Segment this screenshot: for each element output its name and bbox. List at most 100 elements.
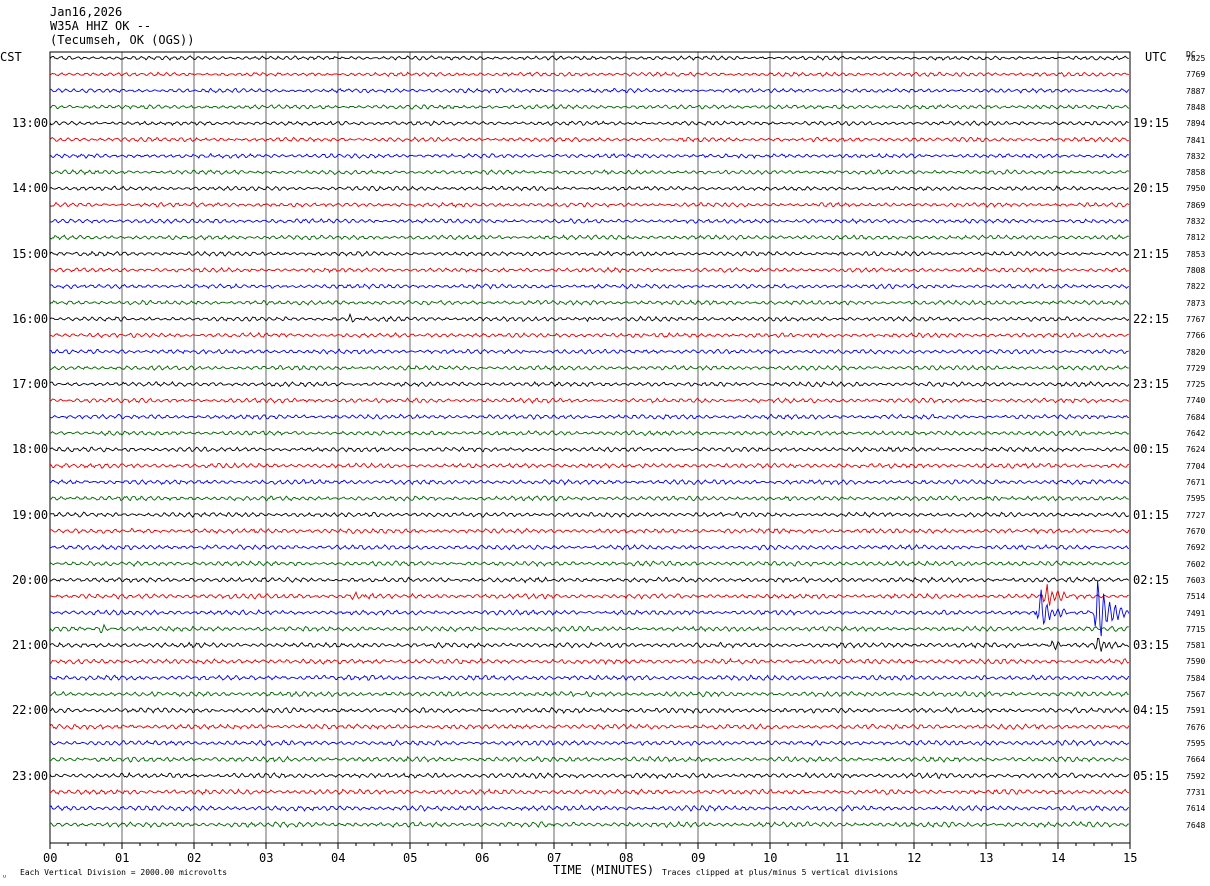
seismic-trace [49, 364, 1129, 371]
dc-offset-value: 7832 [1186, 217, 1206, 227]
seismic-trace [49, 152, 1130, 160]
seismic-trace [49, 71, 1130, 78]
dc-offset-value: 7869 [1186, 200, 1206, 210]
seismic-trace [49, 690, 1129, 698]
seismic-trace [49, 739, 1130, 747]
dc-offset-value: 7614 [1186, 804, 1206, 814]
dc-offset-value: 7692 [1186, 543, 1206, 553]
dc-offset-value: 7766 [1186, 331, 1206, 341]
dc-offset-value: 7684 [1186, 412, 1206, 422]
x-tick-label: 09 [691, 851, 706, 865]
x-tick-label: 11 [835, 851, 850, 865]
seismic-trace [49, 820, 1129, 829]
dc-offset-value: 7664 [1186, 755, 1206, 765]
left-hour-label: 23:00 [12, 768, 49, 783]
seismic-trace [49, 581, 1130, 637]
seismic-trace [49, 218, 1129, 225]
seismic-trace [49, 771, 1130, 780]
seismic-trace [49, 623, 1129, 634]
x-tick-label: 04 [331, 851, 346, 865]
seismic-trace [49, 584, 1129, 606]
dc-offset-value: 7887 [1186, 86, 1206, 96]
left-hour-label: 14:00 [12, 181, 49, 196]
x-tick-label: 13 [979, 851, 994, 865]
x-tick-label: 10 [763, 851, 778, 865]
dc-offset-value: 7873 [1186, 298, 1206, 308]
dc-offset-header: DC [1186, 50, 1196, 59]
x-axis-label: TIME (MINUTES) [553, 863, 655, 877]
dc-offset-value: 7769 [1186, 70, 1206, 80]
corner-mark-icon: ᵘ [2, 873, 7, 882]
right-hour-label: 19:15 [1133, 116, 1170, 131]
dc-offset-value: 7704 [1186, 461, 1206, 471]
seismic-trace [49, 706, 1129, 714]
dc-offset-value: 7670 [1186, 526, 1206, 536]
seismic-trace [49, 788, 1129, 796]
dc-offset-value: 7731 [1186, 787, 1206, 797]
seismic-trace [49, 446, 1130, 453]
x-tick-label: 03 [259, 851, 274, 865]
seismic-trace [49, 429, 1129, 437]
seismic-trace [49, 397, 1130, 404]
right-hour-label: 05:15 [1133, 768, 1170, 783]
dc-offset-value: 7715 [1186, 624, 1206, 634]
dc-offset-value: 7812 [1186, 233, 1206, 243]
dc-offset-value: 7648 [1186, 820, 1206, 830]
right-hour-label: 00:15 [1133, 442, 1170, 457]
seismic-trace [49, 511, 1130, 518]
clip-note: Traces clipped at plus/minus 5 vertical … [662, 868, 899, 877]
dc-offset-value: 7590 [1186, 657, 1206, 667]
x-tick-label: 08 [619, 851, 634, 865]
seismic-trace [49, 55, 1129, 61]
seismic-trace [49, 804, 1130, 812]
seismic-trace [49, 560, 1130, 568]
dc-offset-value: 7848 [1186, 102, 1206, 112]
x-tick-label: 15 [1123, 851, 1138, 865]
dc-offset-value: 7581 [1186, 641, 1206, 651]
left-timezone-label: CST [0, 50, 22, 64]
seismic-trace [49, 674, 1130, 682]
dc-offset-value: 7825 [1186, 54, 1206, 63]
seismic-trace [49, 462, 1130, 469]
chart-date: Jan16,2026 [50, 5, 123, 19]
left-hour-label: 15:00 [12, 246, 49, 261]
seismic-trace [50, 348, 1129, 355]
right-hour-label: 23:15 [1133, 377, 1170, 392]
seismic-trace [49, 266, 1129, 274]
station-name: W35A HHZ OK -- [50, 19, 152, 33]
dc-offset-value: 7853 [1186, 249, 1206, 259]
x-tick-label: 00 [43, 851, 58, 865]
dc-offset-value: 7767 [1186, 314, 1206, 324]
left-hour-label: 21:00 [12, 638, 49, 653]
seismic-trace [49, 495, 1129, 502]
dc-offset-value: 7820 [1186, 347, 1206, 357]
left-hour-label: 22:00 [12, 703, 49, 718]
seismic-trace [49, 299, 1130, 306]
seismic-trace [49, 250, 1129, 257]
right-hour-label: 02:15 [1133, 572, 1170, 587]
dc-offset-value: 7592 [1186, 771, 1206, 781]
seismic-trace [49, 576, 1130, 584]
x-tick-label: 12 [907, 851, 922, 865]
dc-offset-value: 7602 [1186, 559, 1206, 569]
dc-offset-value: 7950 [1186, 184, 1206, 194]
seismic-trace [49, 544, 1130, 551]
seismic-trace [49, 103, 1130, 110]
dc-offset-value: 7624 [1186, 445, 1206, 455]
dc-offset-value: 7603 [1186, 575, 1206, 585]
dc-offset-value: 7725 [1186, 380, 1206, 390]
x-tick-label: 14 [1051, 851, 1066, 865]
right-hour-label: 22:15 [1133, 311, 1170, 326]
left-hour-label: 13:00 [12, 116, 49, 131]
dc-offset-value: 7591 [1186, 706, 1206, 716]
x-tick-label: 07 [547, 851, 562, 865]
station-location: (Tecumseh, OK (OGS)) [50, 33, 195, 47]
dc-offset-value: 7595 [1186, 494, 1206, 504]
dc-offset-value: 7595 [1186, 738, 1206, 748]
dc-offset-value: 7676 [1186, 722, 1206, 732]
dc-offset-value: 7740 [1186, 396, 1206, 406]
seismic-trace [49, 755, 1129, 763]
dc-offset-value: 7858 [1186, 168, 1206, 178]
seismic-trace [49, 657, 1130, 666]
